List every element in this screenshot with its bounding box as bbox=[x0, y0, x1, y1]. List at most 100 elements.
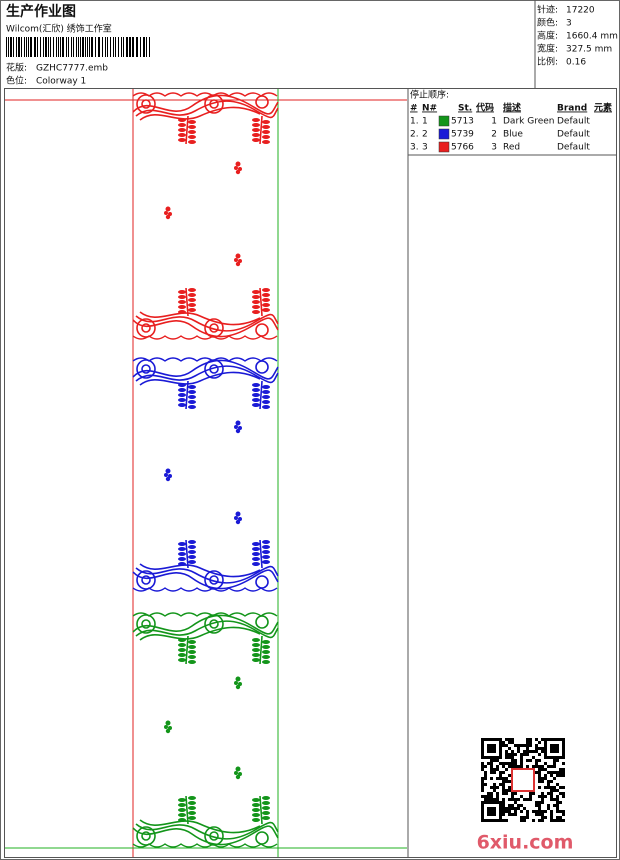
qr-cell bbox=[535, 810, 538, 813]
leaf bbox=[178, 803, 186, 807]
qr-cell bbox=[538, 759, 541, 762]
leaf bbox=[188, 650, 196, 654]
qr-cell bbox=[493, 771, 496, 774]
dot bbox=[164, 211, 168, 215]
qr-cell bbox=[556, 798, 559, 801]
bar bbox=[110, 37, 111, 57]
small-motif bbox=[164, 468, 172, 482]
leaf bbox=[178, 305, 186, 309]
row-description: Blue bbox=[503, 130, 523, 140]
qr-cell bbox=[490, 801, 493, 804]
qr-cell bbox=[547, 807, 550, 810]
spiral bbox=[209, 831, 219, 841]
qr-cell bbox=[511, 804, 514, 807]
qr-cell bbox=[556, 795, 559, 798]
qr-cell bbox=[490, 765, 493, 768]
qr-cell bbox=[562, 747, 565, 750]
qr-cell bbox=[538, 819, 541, 822]
qr-cell bbox=[502, 777, 505, 780]
leaf bbox=[252, 643, 260, 647]
scroll bbox=[139, 626, 261, 641]
qr-cell bbox=[529, 792, 532, 795]
qr-cell bbox=[511, 813, 514, 816]
small-motif bbox=[234, 676, 242, 690]
leaf bbox=[262, 645, 270, 649]
leaf bbox=[178, 813, 186, 817]
qr-cell bbox=[481, 747, 484, 750]
leaf bbox=[178, 138, 186, 142]
dot bbox=[235, 766, 241, 772]
dot bbox=[238, 259, 242, 263]
qr-cell bbox=[544, 738, 547, 741]
qr-cell bbox=[508, 756, 511, 759]
dot bbox=[165, 476, 171, 482]
qr-cell bbox=[490, 747, 493, 750]
bar bbox=[105, 37, 106, 57]
qr-cell bbox=[490, 819, 493, 822]
qr-cell bbox=[511, 795, 514, 798]
title: 生产作业图 bbox=[6, 3, 76, 20]
border-motif bbox=[132, 92, 279, 145]
qr-cell bbox=[490, 786, 493, 789]
leaf bbox=[188, 550, 196, 554]
qr-cell bbox=[490, 810, 493, 813]
qr-cell bbox=[481, 783, 484, 786]
qr-cell bbox=[526, 747, 529, 750]
scroll bbox=[139, 819, 261, 834]
dot bbox=[235, 261, 241, 267]
qr-cell bbox=[550, 774, 553, 777]
leaf bbox=[178, 808, 186, 812]
leaf bbox=[178, 552, 186, 556]
qr-cell bbox=[508, 798, 511, 801]
qr-cell bbox=[547, 738, 550, 741]
qr-cell bbox=[556, 774, 559, 777]
qr-cell bbox=[484, 819, 487, 822]
leaf bbox=[178, 300, 186, 304]
qr-cell bbox=[520, 759, 523, 762]
qr-cell bbox=[484, 765, 487, 768]
stem bbox=[185, 380, 189, 410]
bar bbox=[85, 37, 86, 57]
qr-cell bbox=[562, 756, 565, 759]
row-index: 1. bbox=[410, 117, 419, 127]
leaf bbox=[262, 400, 270, 404]
qr-cell bbox=[556, 747, 559, 750]
qr-cell bbox=[550, 744, 553, 747]
row-index: 3. bbox=[410, 143, 419, 153]
leaf bbox=[178, 542, 186, 546]
leaf bbox=[178, 123, 186, 127]
qr-cell bbox=[538, 774, 541, 777]
qr-cell bbox=[484, 777, 487, 780]
qr-cell bbox=[556, 819, 559, 822]
bar bbox=[21, 37, 22, 57]
qr-cell bbox=[520, 756, 523, 759]
qr-cell bbox=[520, 744, 523, 747]
qr-cell bbox=[541, 795, 544, 798]
leaf bbox=[262, 806, 270, 810]
qr-cell bbox=[532, 750, 535, 753]
qr-cell bbox=[505, 738, 508, 741]
qr-cell bbox=[508, 765, 511, 768]
qr-cell bbox=[496, 798, 499, 801]
leaf bbox=[188, 555, 196, 559]
qr-cell bbox=[484, 795, 487, 798]
leaf bbox=[188, 120, 196, 124]
leaf bbox=[178, 290, 186, 294]
bar bbox=[118, 37, 119, 57]
qr-cell bbox=[487, 810, 490, 813]
scallop bbox=[132, 612, 278, 617]
leaf bbox=[252, 133, 260, 137]
leaf bbox=[178, 818, 186, 822]
stat-value: 0.16 bbox=[566, 58, 586, 68]
leaf bbox=[252, 138, 260, 142]
qr-cell bbox=[487, 747, 490, 750]
row-stitch: 5766 bbox=[451, 143, 474, 153]
bar bbox=[126, 37, 128, 57]
stem bbox=[259, 635, 263, 665]
qr-cell bbox=[532, 765, 535, 768]
spiral bbox=[141, 364, 151, 374]
qr-cell bbox=[490, 768, 493, 771]
qr-cell bbox=[481, 810, 484, 813]
qr-cell bbox=[481, 753, 484, 756]
qr-cell bbox=[481, 744, 484, 747]
